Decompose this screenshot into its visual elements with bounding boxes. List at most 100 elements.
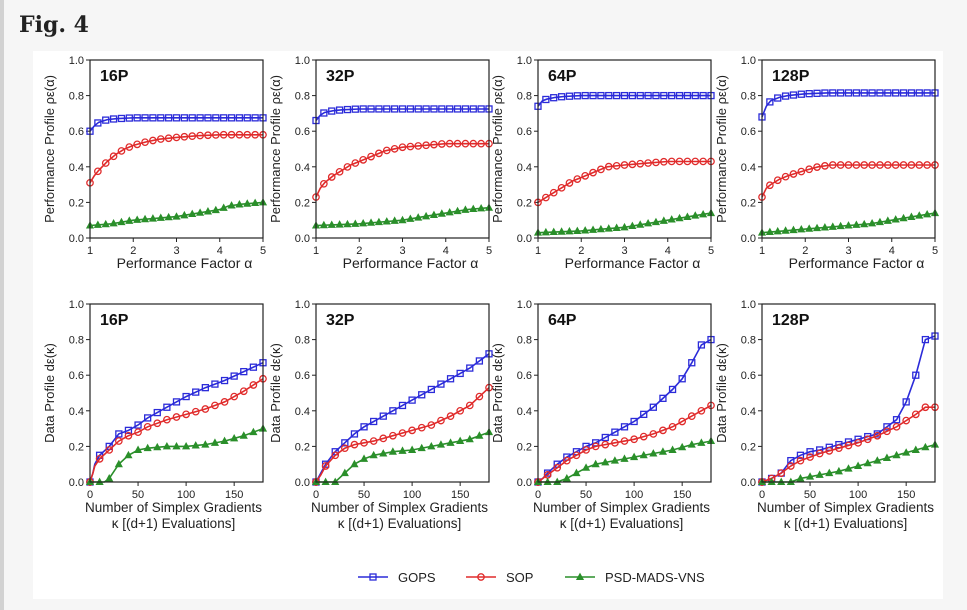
panel-title: 16P xyxy=(100,312,129,329)
x-axis-label: Performance Factor α xyxy=(343,255,479,271)
marker-PSD-MADS-VNS xyxy=(868,219,877,227)
panel-title: 32P xyxy=(326,312,355,329)
marker-GOPS xyxy=(375,105,383,113)
y-tick-label: 0.8 xyxy=(295,91,310,103)
x-tick-label: 50 xyxy=(804,489,816,501)
marker-SOP xyxy=(678,417,687,426)
y-tick-label: 0.0 xyxy=(517,233,532,245)
marker-PSD-MADS-VNS xyxy=(220,436,229,445)
marker-PSD-MADS-VNS xyxy=(203,207,213,215)
marker-PSD-MADS-VNS xyxy=(658,447,668,455)
marker-SOP xyxy=(902,416,911,425)
marker-GOPS xyxy=(550,94,558,102)
marker-PSD-MADS-VNS xyxy=(239,431,248,439)
marker-PSD-MADS-VNS xyxy=(125,216,134,224)
marker-PSD-MADS-VNS xyxy=(873,456,882,464)
marker-PSD-MADS-VNS xyxy=(581,463,591,471)
marker-SOP xyxy=(390,144,399,153)
marker-SOP xyxy=(659,426,667,435)
marker-SOP xyxy=(340,444,349,453)
marker-SOP xyxy=(437,416,445,425)
x-tick-label: 0 xyxy=(87,489,93,501)
marker-SOP xyxy=(649,430,658,438)
marker-GOPS xyxy=(102,116,110,124)
x-tick-label: 4 xyxy=(889,245,895,257)
marker-SOP xyxy=(350,440,359,449)
marker-GOPS xyxy=(230,372,238,380)
marker-SOP xyxy=(786,462,795,470)
marker-PSD-MADS-VNS xyxy=(687,440,696,448)
marker-PSD-MADS-VNS xyxy=(797,224,806,233)
marker-PSD-MADS-VNS xyxy=(601,457,610,466)
marker-PSD-MADS-VNS xyxy=(541,227,550,236)
marker-PSD-MADS-VNS xyxy=(620,222,629,231)
x-tick-label: 1 xyxy=(87,245,93,257)
marker-GOPS xyxy=(182,392,190,401)
marker-SOP xyxy=(911,410,920,419)
marker-SOP xyxy=(211,401,219,410)
marker-GOPS xyxy=(249,363,258,371)
x-tick-label: 2 xyxy=(802,245,808,257)
x-tick-label: 1 xyxy=(535,245,541,257)
x-tick-label: 0 xyxy=(535,489,541,501)
marker-SOP xyxy=(164,134,173,143)
marker-PSD-MADS-VNS xyxy=(114,459,123,468)
marker-GOPS xyxy=(328,107,336,115)
marker-SOP xyxy=(249,381,258,389)
marker-PSD-MADS-VNS xyxy=(591,459,600,468)
marker-SOP xyxy=(828,161,837,169)
x-axis-label: Performance Factor α xyxy=(117,255,253,271)
marker-SOP xyxy=(351,159,360,167)
marker-PSD-MADS-VNS xyxy=(697,438,706,446)
y-tick-label: 0.4 xyxy=(69,406,84,418)
marker-SOP xyxy=(573,175,582,183)
marker-GOPS xyxy=(192,388,200,396)
marker-PSD-MADS-VNS xyxy=(191,441,200,449)
y-tick-label: 0.2 xyxy=(517,441,532,453)
marker-PSD-MADS-VNS xyxy=(805,224,814,232)
marker-GOPS xyxy=(446,105,454,113)
marker-GOPS xyxy=(789,91,798,99)
marker-GOPS xyxy=(335,106,344,114)
marker-SOP xyxy=(777,469,786,477)
marker-SOP xyxy=(367,152,375,161)
x-tick-label: 2 xyxy=(356,245,362,257)
marker-SOP xyxy=(691,157,700,166)
marker-PSD-MADS-VNS xyxy=(437,209,446,217)
marker-GOPS xyxy=(597,91,605,100)
y-tick-label: 0.4 xyxy=(741,406,756,418)
marker-SOP xyxy=(572,451,581,460)
marker-GOPS xyxy=(172,114,181,122)
marker-PSD-MADS-VNS xyxy=(562,474,571,482)
marker-SOP xyxy=(699,157,707,166)
marker-SOP xyxy=(95,455,104,463)
marker-GOPS xyxy=(398,105,407,113)
panel-title: 64P xyxy=(548,312,577,329)
marker-PSD-MADS-VNS xyxy=(915,211,924,219)
y-tick-label: 0.6 xyxy=(741,370,756,382)
marker-GOPS xyxy=(868,89,876,97)
series-line-SOP xyxy=(537,160,711,204)
marker-GOPS xyxy=(414,105,422,113)
marker-PSD-MADS-VNS xyxy=(210,438,220,446)
y-tick-label: 0.0 xyxy=(69,477,84,489)
marker-PSD-MADS-VNS xyxy=(907,212,916,220)
marker-PSD-MADS-VNS xyxy=(249,427,258,436)
marker-GOPS xyxy=(408,396,416,404)
marker-SOP xyxy=(389,431,397,440)
y-axis-label: Data Profile dε(κ) xyxy=(490,343,505,443)
marker-GOPS xyxy=(797,90,805,98)
marker-GOPS xyxy=(668,385,677,394)
marker-PSD-MADS-VNS xyxy=(891,215,900,223)
marker-PSD-MADS-VNS xyxy=(573,226,582,235)
marker-SOP xyxy=(320,179,328,188)
legend-marker xyxy=(369,573,377,581)
y-tick-label: 0.2 xyxy=(295,441,310,453)
marker-GOPS xyxy=(153,408,161,417)
marker-GOPS xyxy=(220,376,229,385)
marker-PSD-MADS-VNS xyxy=(883,216,892,224)
y-tick-label: 0.2 xyxy=(741,441,756,453)
marker-PSD-MADS-VNS xyxy=(828,222,837,230)
panel-title: 64P xyxy=(548,68,577,85)
plot-frame xyxy=(89,59,264,239)
